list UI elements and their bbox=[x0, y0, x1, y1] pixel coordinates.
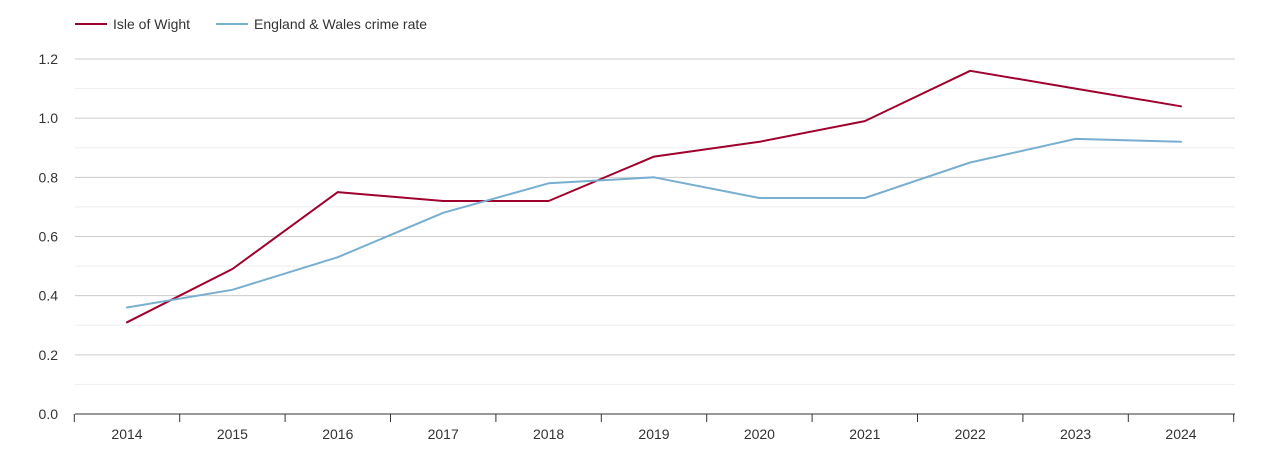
x-tick-label: 2017 bbox=[428, 426, 459, 442]
data-point[interactable] bbox=[439, 209, 447, 217]
y-tick-label: 0.8 bbox=[39, 169, 59, 185]
legend-swatch-england-wales bbox=[216, 23, 249, 25]
x-tick-label: 2024 bbox=[1165, 426, 1196, 442]
data-point[interactable] bbox=[755, 194, 763, 202]
y-tick-label: 0.4 bbox=[39, 288, 59, 304]
x-tick-label: 2014 bbox=[111, 426, 142, 442]
y-tick-label: 1.0 bbox=[39, 110, 59, 126]
data-point[interactable] bbox=[545, 197, 553, 205]
data-point[interactable] bbox=[123, 304, 131, 312]
legend-label-isle-of-wight: Isle of Wight bbox=[113, 16, 191, 32]
y-tick-label: 1.2 bbox=[39, 51, 59, 67]
data-point[interactable] bbox=[228, 265, 236, 273]
x-tick-label: 2020 bbox=[744, 426, 775, 442]
x-tick-label: 2018 bbox=[533, 426, 564, 442]
data-point[interactable] bbox=[1072, 135, 1080, 143]
legend-item-england-wales[interactable]: England & Wales crime rate bbox=[216, 16, 427, 32]
data-point[interactable] bbox=[966, 67, 974, 75]
x-tick-label: 2022 bbox=[955, 426, 986, 442]
data-point[interactable] bbox=[334, 188, 342, 196]
legend: Isle of Wight England & Wales crime rate bbox=[75, 16, 453, 32]
legend-label-england-wales: England & Wales crime rate bbox=[254, 16, 428, 32]
data-point[interactable] bbox=[123, 318, 131, 326]
data-point[interactable] bbox=[861, 194, 869, 202]
data-point[interactable] bbox=[966, 159, 974, 167]
axis-layer: 0.0 0.2 0.4 0.6 0.8 1.0 1.2 2014 2015 2016 2017 201… bbox=[39, 51, 1235, 442]
data-point[interactable] bbox=[439, 197, 447, 205]
legend-swatch-isle-of-wight bbox=[75, 23, 107, 25]
data-point[interactable] bbox=[650, 173, 658, 181]
legend-item-isle-of-wight[interactable]: Isle of Wight bbox=[75, 16, 190, 32]
data-point[interactable] bbox=[228, 286, 236, 294]
y-tick-label: 0.6 bbox=[39, 229, 59, 245]
data-point[interactable] bbox=[334, 253, 342, 261]
data-point[interactable] bbox=[1177, 102, 1185, 110]
series-line-isle-of-wight[interactable] bbox=[126, 69, 1182, 324]
y-tick-label: 0.0 bbox=[39, 406, 59, 422]
data-point[interactable] bbox=[1177, 138, 1185, 146]
data-point[interactable] bbox=[755, 138, 763, 146]
data-point[interactable] bbox=[650, 153, 658, 161]
grid-layer bbox=[75, 58, 1235, 385]
x-tick-label: 2023 bbox=[1060, 426, 1091, 442]
y-tick-label: 0.2 bbox=[39, 347, 59, 363]
x-tick-label: 2021 bbox=[849, 426, 880, 442]
data-point[interactable] bbox=[861, 117, 869, 125]
x-tick-label: 2015 bbox=[217, 426, 248, 442]
x-tick-label: 2016 bbox=[322, 426, 353, 442]
data-point[interactable] bbox=[545, 179, 553, 187]
data-point[interactable] bbox=[1072, 85, 1080, 93]
series-line-england-wales[interactable] bbox=[126, 137, 1182, 309]
x-tick-label: 2019 bbox=[638, 426, 669, 442]
series-layer bbox=[123, 67, 1185, 326]
